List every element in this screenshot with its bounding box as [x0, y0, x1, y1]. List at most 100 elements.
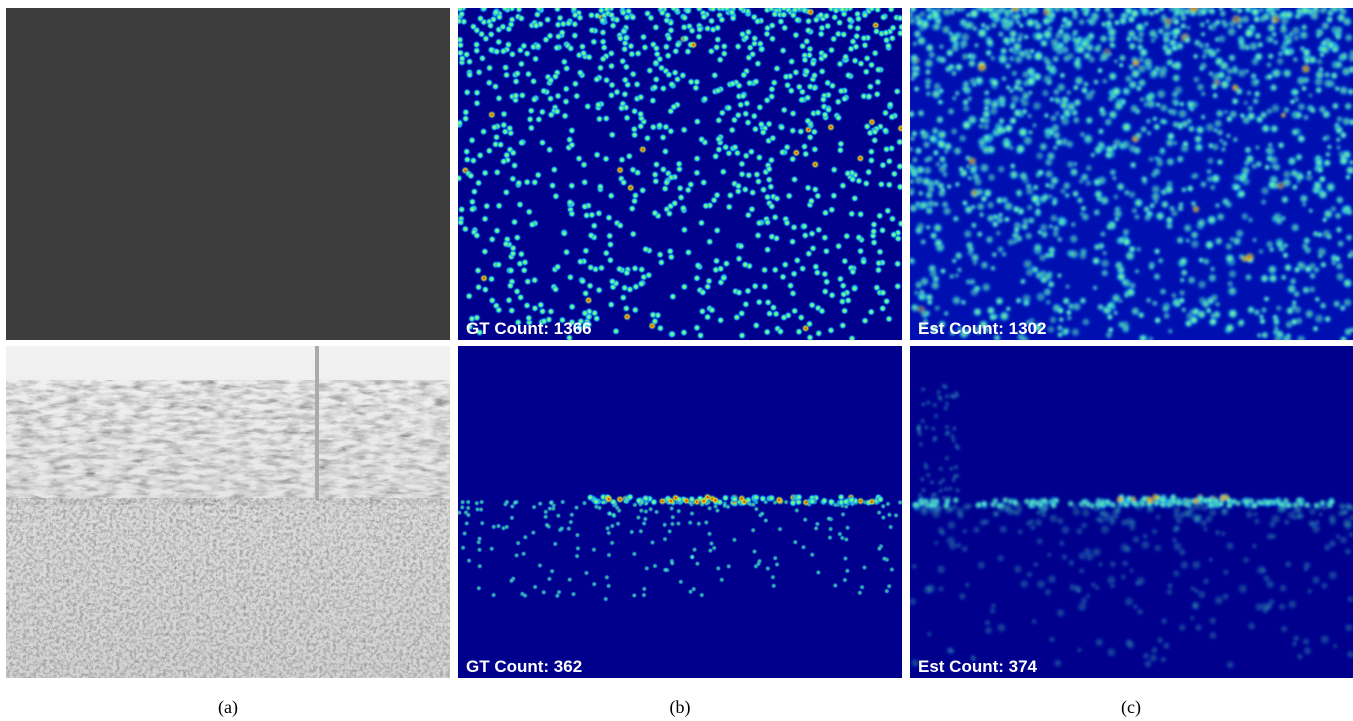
density-blob — [1207, 142, 1214, 149]
density-blob — [935, 115, 944, 124]
density-blob — [1165, 156, 1175, 166]
density-blob — [531, 178, 539, 186]
density-blob — [612, 327, 620, 335]
density-blob — [918, 294, 924, 300]
density-blob — [466, 71, 474, 79]
density-blob — [855, 233, 863, 241]
density-blob — [1293, 88, 1300, 95]
density-blob — [522, 593, 528, 599]
density-blob — [941, 200, 950, 209]
density-blob — [1068, 248, 1080, 260]
density-blob — [719, 168, 727, 176]
density-blob — [680, 226, 688, 234]
density-blob — [622, 63, 630, 71]
density-blob — [645, 271, 653, 279]
density-blob — [1109, 583, 1116, 590]
density-blob — [1186, 100, 1196, 110]
density-blob — [671, 199, 679, 207]
density-blob — [958, 592, 967, 601]
density-blob — [879, 304, 887, 312]
density-blob — [1340, 154, 1347, 161]
density-blob — [590, 38, 598, 46]
density-blob — [1072, 84, 1079, 91]
density-blob — [1208, 631, 1218, 641]
density-blob — [708, 17, 716, 25]
density-blob — [1209, 266, 1216, 273]
density-blob — [1191, 559, 1203, 571]
density-blob — [531, 504, 537, 510]
density-blob — [571, 591, 577, 597]
density-blob — [631, 551, 637, 557]
density-blob — [1304, 172, 1314, 182]
density-blob — [1282, 497, 1290, 505]
density-blob — [1037, 169, 1045, 177]
density-blob — [801, 231, 809, 239]
density-blob — [549, 568, 555, 574]
density-blob — [933, 237, 944, 248]
density-blob — [1265, 61, 1272, 68]
density-blob — [779, 273, 787, 281]
density-blob — [881, 127, 889, 135]
density-blob — [759, 128, 767, 136]
density-blob — [938, 396, 944, 402]
density-blob — [1280, 624, 1289, 633]
density-blob — [568, 182, 576, 190]
density-blob — [857, 590, 863, 596]
density-blob — [1205, 168, 1212, 175]
density-blob — [1042, 287, 1052, 297]
density-blob — [1019, 98, 1030, 109]
density-blob — [802, 150, 810, 158]
density-blob — [844, 71, 852, 79]
density-blob — [748, 205, 756, 213]
density-blob — [1289, 98, 1296, 105]
density-blob — [920, 418, 926, 424]
density-blob — [1190, 512, 1201, 523]
density-blob — [1210, 312, 1216, 318]
density-blob — [1272, 39, 1279, 46]
density-blob — [967, 156, 977, 166]
density-blob — [696, 25, 704, 33]
density-blob — [1319, 302, 1327, 310]
density-blob — [517, 14, 525, 22]
density-blob — [1182, 223, 1193, 234]
density-blob — [867, 156, 875, 164]
density-blob — [1045, 78, 1053, 86]
density-blob — [735, 255, 743, 263]
density-blob — [1078, 251, 1088, 261]
density-blob — [728, 126, 736, 134]
density-blob — [713, 226, 721, 234]
density-blob — [775, 496, 783, 504]
density-blob — [877, 180, 885, 188]
density-blob — [874, 78, 882, 86]
density-blob — [569, 512, 575, 518]
density-blob — [521, 551, 527, 557]
density-blob — [1178, 623, 1187, 632]
density-blob — [1191, 171, 1200, 180]
density-blob — [1118, 53, 1127, 62]
density-blob — [958, 166, 964, 172]
density-blob — [580, 161, 588, 169]
density-blob — [1021, 108, 1028, 115]
density-blob — [867, 148, 875, 156]
density-blob — [1121, 121, 1133, 133]
density-blob — [674, 41, 682, 49]
density-blob — [1024, 186, 1035, 197]
density-blob — [1220, 531, 1226, 537]
density-blob — [1291, 641, 1298, 648]
density-blob — [863, 54, 871, 62]
density-blob — [483, 202, 491, 210]
density-blob — [1135, 575, 1147, 587]
density-blob — [461, 225, 469, 233]
density-blob — [1052, 87, 1061, 96]
density-blob — [680, 23, 688, 31]
density-blob — [1120, 99, 1126, 105]
density-blob — [887, 5, 895, 13]
density-blob — [1204, 18, 1210, 24]
density-blob — [908, 597, 918, 607]
density-blob — [752, 321, 760, 329]
density-blob — [1020, 6, 1026, 12]
density-blob — [707, 531, 713, 537]
density-blob — [1050, 123, 1061, 134]
density-blob — [1042, 28, 1054, 40]
density-blob — [770, 574, 776, 580]
